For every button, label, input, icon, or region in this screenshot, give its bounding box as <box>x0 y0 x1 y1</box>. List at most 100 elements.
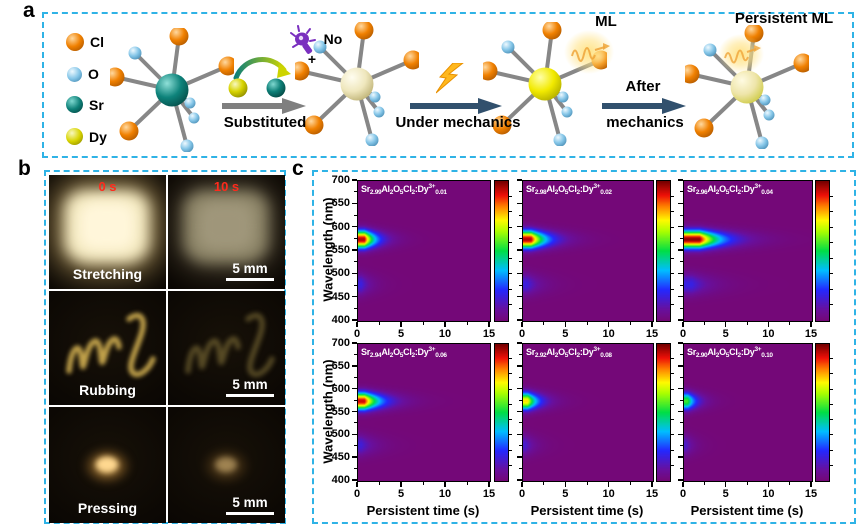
y-minor-tick-mark <box>519 399 522 401</box>
formula-label-5: Sr2.92Al2O5Cl2:Dy3+0.08 <box>526 346 612 359</box>
x-tick-mark <box>444 322 446 327</box>
scale-line-1 <box>226 277 274 281</box>
formula-label-2: Sr2.98Al2O5Cl2:Dy3+0.02 <box>526 183 612 196</box>
action-label-stretching: Stretching <box>72 266 143 282</box>
y-tick-mark <box>517 342 522 344</box>
lightning-icon <box>436 63 464 94</box>
colorbar-tick-mark <box>509 195 512 197</box>
colorbar-tick-mark <box>671 288 674 290</box>
colorbar-tick-mark <box>509 388 512 390</box>
y-minor-tick-mark <box>354 353 357 355</box>
colorbar-tick-mark <box>509 211 512 213</box>
y-tick-mark <box>517 387 522 390</box>
y-minor-tick-mark <box>519 468 522 470</box>
x-tick-mark <box>682 322 684 327</box>
colorbar-tick-mark <box>509 257 512 259</box>
molecule-svg <box>105 26 238 153</box>
x-tick-label: 10 <box>602 488 615 500</box>
x-tick-label: 15 <box>804 488 818 500</box>
colorbar-tick-mark <box>830 358 833 360</box>
heatmap-plot-1: Sr2.99Al2O5Cl2:Dy3+0.01 <box>357 180 491 322</box>
y-tick-mark <box>678 456 683 458</box>
rubbing-ml-writing <box>66 312 156 378</box>
colorbar-tick-mark <box>830 373 833 375</box>
substituted-arrow-icon <box>222 98 306 114</box>
y-tick-mark <box>517 272 522 275</box>
legend-item-sr: Sr <box>66 96 104 113</box>
after-label: After <box>625 78 661 95</box>
scale-bar-1: 5 mm <box>224 261 276 281</box>
y-tick-mark <box>517 410 522 413</box>
y-minor-tick-mark <box>519 422 522 424</box>
colorbar-tick-mark <box>830 304 833 306</box>
y-minor-tick-mark <box>519 376 522 378</box>
x-tick-mark <box>444 482 446 487</box>
heatmap-canvas-2 <box>523 181 653 321</box>
heatmap-canvas-6 <box>684 344 812 481</box>
x-tick-label: 10 <box>762 328 775 340</box>
y-tick-label: 700 <box>331 174 350 186</box>
scale-line-3 <box>226 511 274 515</box>
y-tick-mark <box>352 479 357 481</box>
y-tick-mark <box>678 179 683 181</box>
colorbar-tick-mark <box>671 388 674 390</box>
colorbar-tick-mark <box>509 288 512 290</box>
cl-atom-icon <box>66 33 84 51</box>
y-minor-tick-mark <box>354 468 357 470</box>
panel-b-label: b <box>18 157 31 180</box>
x-tick-label: 0 <box>353 488 361 500</box>
colorbar-tick-mark <box>671 419 674 421</box>
y-minor-tick-mark <box>354 284 357 286</box>
scale-line-2 <box>226 393 274 397</box>
action-label-rubbing: Rubbing <box>79 382 136 398</box>
heatmap-canvas-3 <box>684 181 812 321</box>
formula-label-6: Sr2.90Al2O5Cl2:Dy3+0.10 <box>687 346 773 359</box>
y-axis-title: Wavelength (nm) <box>320 358 336 464</box>
y-minor-tick-mark <box>680 445 683 447</box>
x-tick-label: 10 <box>602 328 615 340</box>
x-tick-mark <box>564 322 567 327</box>
y-minor-tick-mark <box>354 214 357 216</box>
y-minor-tick-mark <box>519 284 522 286</box>
x-axis-title: Persistent time (s) <box>690 503 804 518</box>
x-tick-label: 0 <box>518 488 526 500</box>
y-tick-label: 650 <box>331 197 350 210</box>
y-tick-mark <box>352 365 357 367</box>
colorbar-6 <box>815 343 830 482</box>
x-tick-label: 0 <box>679 488 687 500</box>
under-mechanics-label: Under mechanics <box>395 114 521 131</box>
x-tick-mark <box>724 322 727 327</box>
y-tick-label: 400 <box>331 314 350 326</box>
formula-label-1: Sr2.99Al2O5Cl2:Dy3+0.01 <box>361 183 447 196</box>
x-tick-label: 0 <box>518 328 526 340</box>
molecule-dy-substituted <box>290 20 423 147</box>
photo-pressing-10s: 5 mm <box>168 407 285 523</box>
y-minor-tick-mark <box>680 307 683 309</box>
x-tick-label: 0 <box>353 328 361 340</box>
colorbar-tick-mark <box>671 358 674 360</box>
y-tick-mark <box>517 433 522 436</box>
colorbar-tick-mark <box>830 288 833 290</box>
x-tick-label: 5 <box>722 488 729 500</box>
x-tick-label: 10 <box>762 488 775 500</box>
y-tick-mark <box>517 319 522 321</box>
colorbar-1 <box>494 180 509 322</box>
scale-bar-3: 5 mm <box>224 495 276 515</box>
x-tick-label: 10 <box>438 328 452 340</box>
photo-rubbing-10s: 5 mm <box>168 291 285 405</box>
x-minor-tick-mark <box>629 322 631 325</box>
colorbar-tick-mark <box>830 226 833 228</box>
x-tick-label: 5 <box>397 328 405 340</box>
colorbar-tick-mark <box>671 257 674 259</box>
stretching-glow-core-dim <box>198 202 254 250</box>
scale-bar-2: 5 mm <box>224 377 276 397</box>
y-tick-mark <box>678 433 683 436</box>
formula-label-3: Sr2.96Al2O5Cl2:Dy3+0.04 <box>687 183 773 196</box>
y-tick-mark <box>678 410 683 413</box>
x-tick-mark <box>810 482 812 487</box>
y-minor-tick-mark <box>519 445 522 447</box>
x-tick-label: 15 <box>804 328 818 340</box>
x-minor-tick-mark <box>703 322 705 325</box>
legend-label-cl: Cl <box>90 34 104 50</box>
x-minor-tick-mark <box>789 322 791 325</box>
